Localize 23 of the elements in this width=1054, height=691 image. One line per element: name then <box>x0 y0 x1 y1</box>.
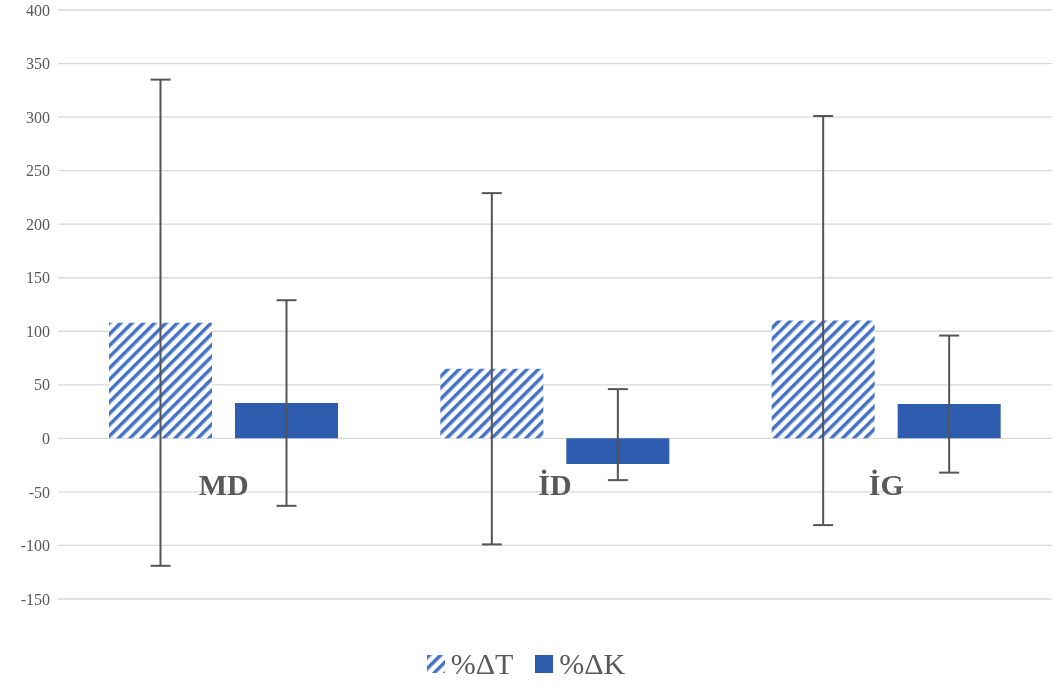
bar <box>440 368 544 439</box>
y-tick-label: -50 <box>28 483 50 501</box>
y-tick-label: 50 <box>34 376 50 394</box>
y-tick-label: 400 <box>26 1 50 19</box>
x-tick-label: İG <box>868 468 904 501</box>
legend-label: %ΔK <box>559 647 626 681</box>
y-tick-label: 0 <box>42 430 50 448</box>
legend-label: %ΔT <box>450 647 514 681</box>
y-tick-label: -150 <box>20 590 50 608</box>
y-tick-label: 200 <box>26 215 50 233</box>
bar <box>566 438 670 465</box>
bar <box>235 403 338 439</box>
y-tick-label: -100 <box>20 537 50 555</box>
y-tick-label: 350 <box>26 55 50 73</box>
bar <box>897 404 1001 439</box>
bar <box>109 322 212 439</box>
x-tick-label: İD <box>538 468 572 501</box>
y-tick-label: 150 <box>26 269 50 287</box>
x-tick-label: MD <box>198 468 249 501</box>
bar <box>771 320 875 439</box>
y-tick-label: 300 <box>26 108 50 126</box>
y-tick-label: 100 <box>26 322 50 340</box>
y-tick-label: 250 <box>26 162 50 180</box>
